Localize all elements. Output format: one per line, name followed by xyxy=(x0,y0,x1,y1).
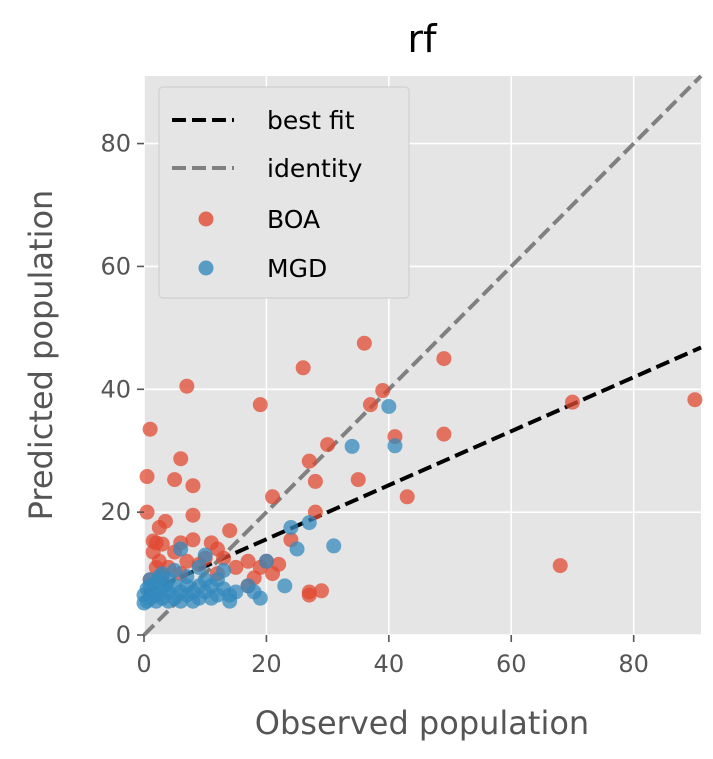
boa-point xyxy=(356,335,372,351)
boa-point xyxy=(564,394,580,410)
boa-point xyxy=(173,451,189,467)
tick-layer: 0 20 40 60 80 0 20 40 60 80 xyxy=(100,130,648,678)
identity-line xyxy=(142,74,703,637)
mgd-point xyxy=(228,584,244,600)
x-tick-label: 0 xyxy=(136,650,151,678)
boa-point xyxy=(375,383,391,399)
boa-point xyxy=(157,513,173,529)
mgd-point xyxy=(387,438,403,454)
y-tick-label: 0 xyxy=(116,621,131,649)
boa-point xyxy=(167,472,183,488)
mgd-point xyxy=(179,569,195,585)
mgd-point xyxy=(191,559,207,575)
y-tick-label: 20 xyxy=(100,498,131,526)
boa-point xyxy=(139,504,155,520)
legend-box xyxy=(158,86,410,299)
mgd-point xyxy=(252,590,268,606)
x-tick-label: 40 xyxy=(374,650,405,678)
boa-point xyxy=(222,523,238,539)
chart-title: rf xyxy=(407,17,438,61)
boa-point xyxy=(271,556,287,572)
boa-point xyxy=(436,426,452,442)
boa-point xyxy=(139,469,155,485)
mgd-point xyxy=(167,563,183,578)
boa-point xyxy=(216,550,232,566)
y-axis-label: Predicted population xyxy=(22,190,60,521)
legend-identity-label: identity xyxy=(267,154,363,183)
boa-point xyxy=(399,489,415,505)
boa-point xyxy=(228,559,244,575)
boa-point xyxy=(185,478,201,494)
y-tick-label: 60 xyxy=(100,252,131,280)
boa-point xyxy=(320,437,336,453)
boa-point xyxy=(179,553,195,569)
y-tick-label: 40 xyxy=(100,375,131,403)
boa-point xyxy=(185,532,201,548)
legend-boa-marker xyxy=(198,211,214,227)
best-fit-line xyxy=(143,345,702,596)
boa-point xyxy=(179,378,195,394)
legend-best-fit-label: best fit xyxy=(267,106,355,135)
legend-mgd-marker xyxy=(198,260,214,276)
legend-boa-label: BOA xyxy=(267,205,320,234)
boa-point xyxy=(295,360,311,376)
boa-point xyxy=(436,351,452,367)
boa-point xyxy=(301,587,317,603)
x-tick-label: 80 xyxy=(618,650,649,678)
x-tick-label: 20 xyxy=(251,650,282,678)
boa-point xyxy=(154,536,170,552)
boa-point xyxy=(265,489,281,505)
y-tick-label: 80 xyxy=(100,130,131,158)
mgd-point xyxy=(216,563,232,578)
mgd-point xyxy=(301,515,317,531)
mgd-point xyxy=(197,547,213,563)
x-tick-label: 60 xyxy=(496,650,527,678)
line-layer xyxy=(142,74,703,637)
legend: best fit identity BOA MGD xyxy=(158,86,410,299)
x-axis-label: Observed population xyxy=(255,704,589,742)
mgd-point xyxy=(258,553,274,569)
boa-point xyxy=(307,473,323,489)
point-layer xyxy=(136,335,703,611)
boa-point xyxy=(185,507,201,523)
mgd-point xyxy=(289,541,305,557)
boa-point xyxy=(314,583,330,599)
boa-point xyxy=(687,392,703,408)
boa-point xyxy=(362,397,378,413)
boa-point xyxy=(252,397,268,413)
boa-point xyxy=(240,553,256,569)
mgd-point xyxy=(173,541,189,557)
boa-point xyxy=(142,421,158,437)
legend-mgd-label: MGD xyxy=(267,254,327,283)
mgd-point xyxy=(326,538,342,554)
mgd-point xyxy=(277,578,293,594)
boa-point xyxy=(350,472,366,488)
boa-point xyxy=(301,453,317,469)
mgd-point xyxy=(283,520,299,535)
mgd-point xyxy=(344,438,360,454)
boa-point xyxy=(552,558,568,574)
mgd-point xyxy=(381,398,397,414)
